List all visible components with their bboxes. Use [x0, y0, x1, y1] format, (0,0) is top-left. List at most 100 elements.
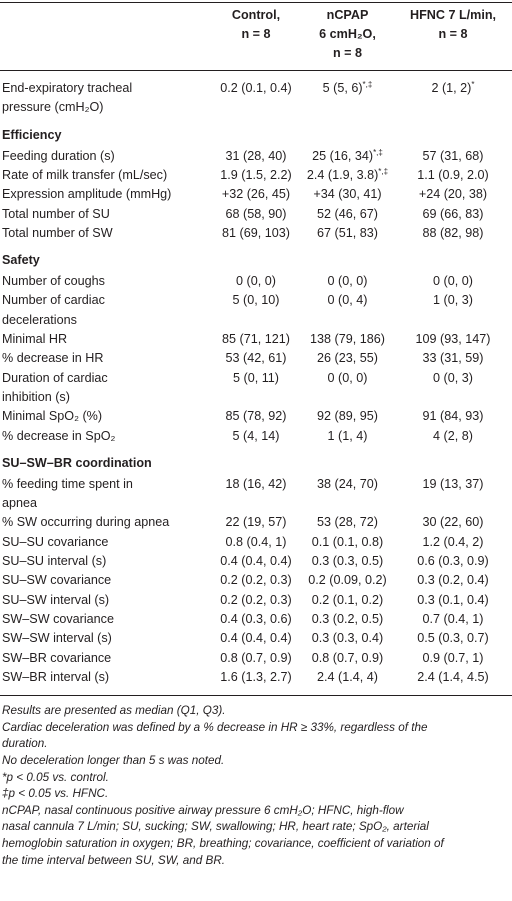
row-label: SU–SU interval (s) [2, 554, 107, 568]
cell-value: 0.2 (0.2, 0.3) [220, 573, 292, 588]
cell-value: +34 (30, 41) [313, 187, 382, 202]
row-label: % decrease in SpO₂ [2, 428, 116, 443]
cell-value: 91 (84, 93) [422, 409, 484, 424]
cell-value: 0.7 (0.4, 1) [422, 611, 484, 626]
row-label: pressure (cmH₂O) [2, 100, 104, 115]
cell-value: 0.1 (0.1, 0.8) [311, 534, 384, 549]
cell-value: 5 (0, 10) [232, 293, 280, 308]
cell-value: +32 (26, 45) [221, 187, 291, 202]
cell-value: 1.1 (0.9, 2.0) [417, 167, 489, 182]
cell-value: 0.4 (0.4, 0.4) [220, 554, 292, 568]
column-header: nCPAP [326, 8, 369, 22]
row-label: End-expiratory tracheal [2, 81, 133, 95]
cell-value: 0 (0, 0) [327, 274, 368, 289]
value-note: * [471, 79, 475, 89]
footnote: Cardiac deceleration was defined by a % … [2, 720, 428, 734]
cell-value: 0 (0, 3) [433, 370, 473, 385]
section-title: SU–SW–BR coordination [2, 455, 152, 470]
cell-value: 53 (42, 61) [225, 351, 287, 366]
cell-value: 2.4 (1.9, 3.8)*,‡ [300, 166, 395, 185]
cell-value: 0.3 (0.2, 0.5) [311, 611, 384, 626]
cell-value: 0.3 (0.2, 0.4) [417, 573, 489, 588]
row-label: % feeding time spent in [2, 476, 133, 491]
cell-value: 0.8 (0.7, 0.9) [220, 650, 292, 665]
row-label: Feeding duration (s) [2, 148, 115, 163]
row-label: Number of cardiac [2, 293, 105, 308]
footnote: nasal cannula 7 L/min; SU, sucking; SW, … [2, 820, 429, 834]
row-label: SU–SU covariance [2, 534, 109, 549]
cell-value: 0 (0, 0) [236, 274, 276, 289]
footnote: the time interval between SU, SW, and BR… [2, 853, 226, 867]
cell-value: 1.9 (1.5, 2.2) [220, 167, 292, 182]
cell-value: 53 (28, 72) [317, 515, 378, 530]
cell-value: 0.8 (0.7, 0.9) [311, 650, 384, 665]
row-label: Minimal HR [2, 332, 68, 346]
cell-value: 0 (0, 4) [327, 293, 368, 308]
cell-value: 138 (79, 186) [310, 332, 385, 346]
cell-value: 0.9 (0.7, 1) [422, 650, 484, 665]
cell-value: +24 (20, 38) [418, 187, 488, 202]
cell-value: 25 (16, 34)*,‡ [300, 147, 395, 166]
row-label: % decrease in HR [2, 351, 104, 366]
cell-value: 0.2 (0.2, 0.3) [220, 592, 292, 607]
row-label: SW–SW covariance [2, 611, 114, 626]
cell-value: 57 (31, 68) [422, 148, 484, 163]
cell-value: 0.3 (0.1, 0.4) [417, 592, 489, 607]
cell-value: 38 (24, 70) [317, 476, 378, 491]
value-text: 5 (5, 6) [322, 81, 363, 95]
column-header: n = 8 [438, 27, 468, 41]
cell-value: 0.4 (0.4, 0.4) [220, 631, 292, 646]
cell-value: 67 (51, 83) [317, 225, 378, 240]
cell-value: 1 (0, 3) [433, 293, 473, 308]
header-rule [0, 70, 512, 71]
cell-value: 5 (4, 14) [232, 428, 280, 443]
cell-value: 0 (0, 0) [327, 370, 368, 385]
cell-value: 69 (66, 83) [422, 206, 484, 221]
row-label: Total number of SU [2, 206, 110, 221]
cell-value: 52 (46, 67) [317, 206, 378, 221]
row-label: SU–SW covariance [2, 573, 112, 588]
cell-value: 0.3 (0.3, 0.5) [311, 554, 384, 568]
cell-value: 1.2 (0.4, 2) [422, 534, 484, 549]
cell-value: 0.3 (0.3, 0.4) [311, 631, 384, 646]
cell-value: 68 (58, 90) [225, 206, 287, 221]
cell-value: 0.2 (0.1, 0.4) [220, 81, 292, 95]
cell-value: 5 (5, 6)*,‡ [300, 79, 395, 98]
row-label: SU–SW interval (s) [2, 592, 110, 607]
row-label: Total number of SW [2, 225, 113, 240]
footnote: duration. [2, 737, 48, 751]
cell-value: 0.5 (0.3, 0.7) [417, 631, 489, 646]
row-label: inhibition (s) [2, 389, 70, 404]
column-header: Control, [231, 8, 281, 22]
footnote: Results are presented as median (Q1, Q3)… [2, 704, 226, 718]
cell-value: 0.2 (0.1, 0.2) [311, 592, 384, 607]
column-header: HFNC 7 L/min, [409, 8, 497, 22]
column-header: n = 8 [241, 27, 271, 41]
row-label: SW–SW interval (s) [2, 631, 112, 646]
section-title: Safety [2, 253, 40, 268]
footnote: ‡p < 0.05 vs. HFNC. [2, 787, 109, 801]
row-label: SW–BR covariance [2, 650, 112, 665]
cell-value: 33 (31, 59) [422, 351, 484, 366]
cell-value: 30 (22, 60) [422, 515, 484, 530]
value-note: *,‡ [373, 147, 383, 157]
cell-value: 0.8 (0.4, 1) [225, 534, 287, 549]
row-label: Minimal SpO₂ (%) [2, 409, 103, 424]
cell-value: 1.6 (1.3, 2.7) [220, 669, 292, 684]
bottom-rule [0, 695, 512, 697]
column-header: 6 cmH₂O, [319, 27, 376, 41]
value-text: 2.4 (1.9, 3.8) [306, 167, 379, 182]
footnote: No deceleration longer than 5 s was note… [2, 753, 225, 767]
row-label: apnea [2, 496, 38, 511]
row-label: % SW occurring during apnea [2, 515, 170, 530]
column-header: n = 8 [332, 46, 363, 60]
value-note: *,‡ [378, 166, 389, 176]
cell-value: 5 (0, 11) [233, 370, 279, 385]
row-label: SW–BR interval (s) [2, 669, 110, 684]
cell-value: 2.4 (1.4, 4.5) [417, 669, 489, 684]
cell-value: 19 (13, 37) [422, 476, 484, 491]
row-label: Number of coughs [2, 274, 105, 289]
cell-value: 0.4 (0.3, 0.6) [220, 611, 292, 626]
cell-value: 0.6 (0.3, 0.9) [417, 554, 489, 568]
